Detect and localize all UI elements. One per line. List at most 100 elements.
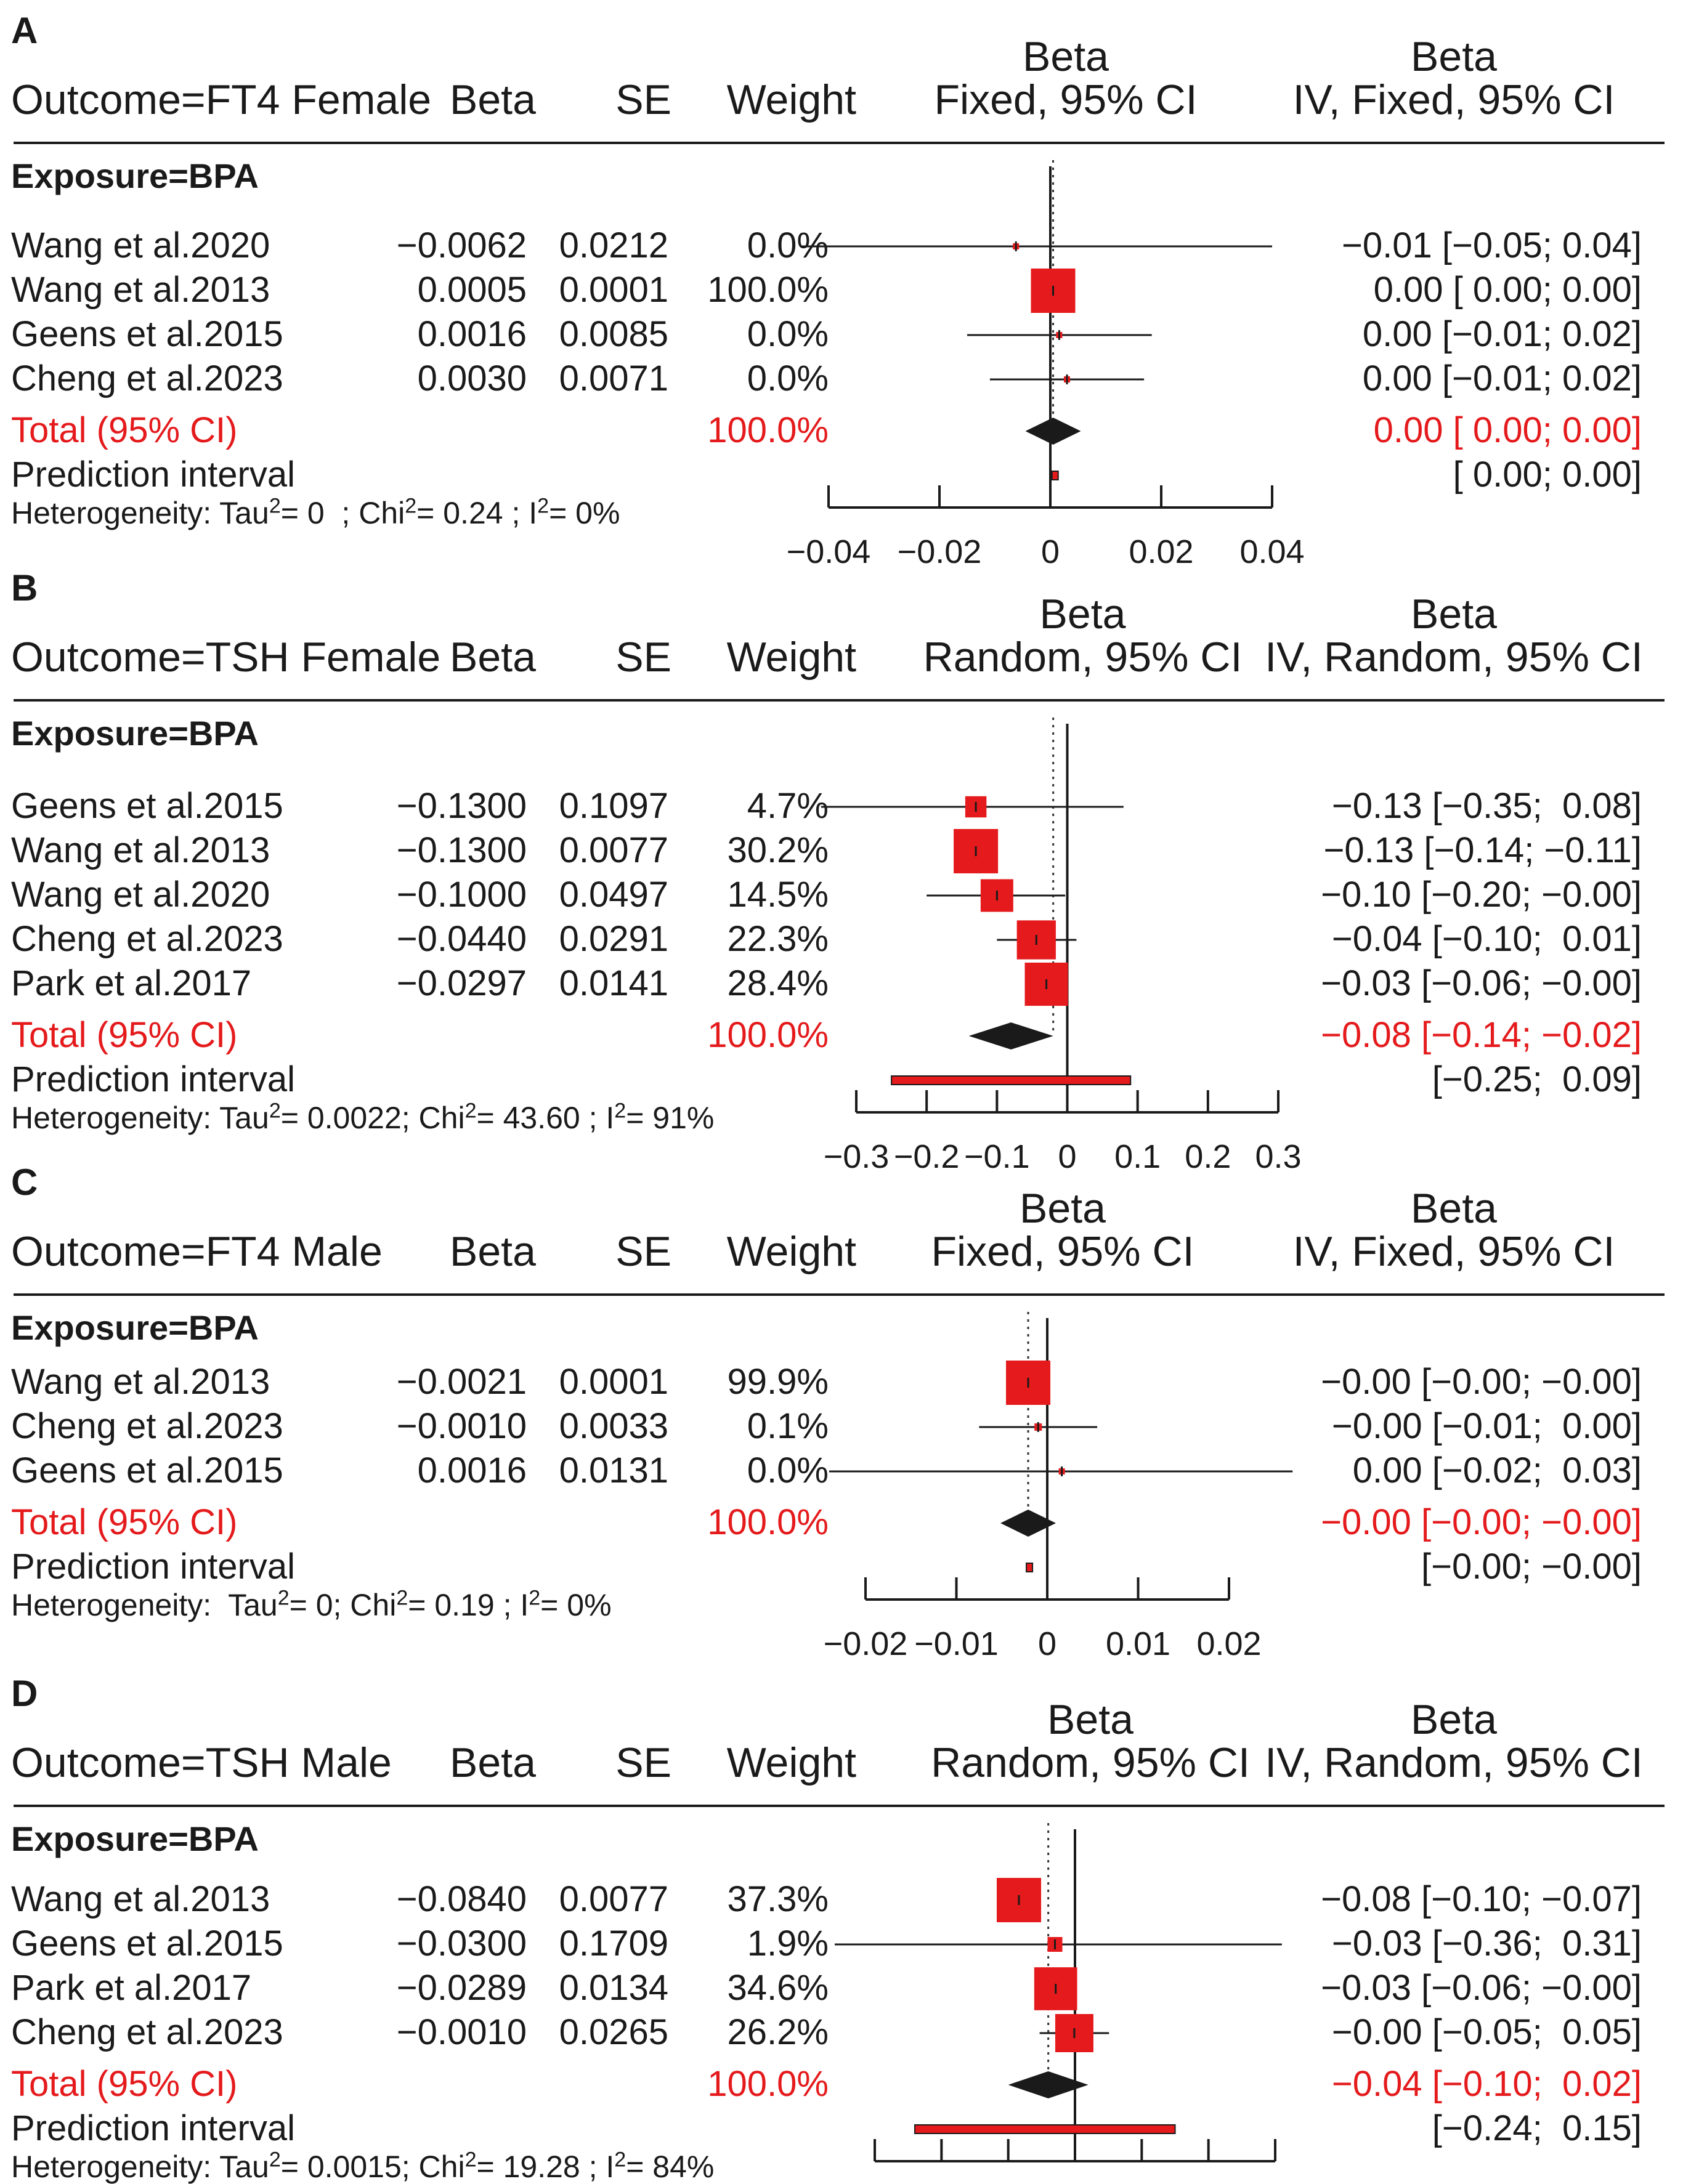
ci-column-header: Random, 95% CI <box>931 1739 1250 1786</box>
se-column-header: SE <box>615 76 671 123</box>
study-ci-text: −0.13 [−0.35; 0.08] <box>1331 786 1642 826</box>
total-ci-text: −0.08 [−0.14; −0.02] <box>1321 1015 1642 1055</box>
x-tick-label: −0.1 <box>964 1138 1030 1175</box>
prediction-label: Prediction interval <box>11 455 295 495</box>
header-rule <box>14 1293 1665 1296</box>
study-weight: 4.7% <box>747 786 829 826</box>
forest-panel-a: A Outcome=FT4 Female Beta SE Weight Beta Fixed… <box>0 0 1683 570</box>
ci-column-header: Fixed, 95% CI <box>934 76 1198 123</box>
superscript-two: 2 <box>269 494 281 518</box>
x-tick-label: −0.02 <box>898 533 982 570</box>
study-beta: −0.0440 <box>396 919 527 959</box>
study-beta: −0.1300 <box>396 786 527 826</box>
x-tick-label: 0 <box>1038 1625 1056 1662</box>
se-column-header: SE <box>615 1739 671 1786</box>
study-ci-text: −0.10 [−0.20; −0.00] <box>1321 875 1642 915</box>
study-beta: −0.0300 <box>396 1923 527 1964</box>
weight-column-header: Weight <box>726 76 856 123</box>
outcome-title: Outcome=TSH Female <box>11 634 441 681</box>
study-weight: 0.0% <box>747 358 829 398</box>
study-se: 0.0071 <box>559 358 668 398</box>
heterogeneity-chi: = 0.19 ; I <box>408 1588 529 1622</box>
x-tick-label: −0.04 <box>787 533 871 570</box>
study-se: 0.0265 <box>559 2012 668 2052</box>
study-ci-text: −0.01 [−0.05; 0.04] <box>1342 225 1642 265</box>
study-ci-text: 0.00 [−0.01; 0.02] <box>1362 314 1642 354</box>
study-ci-text: −0.04 [−0.10; 0.01] <box>1331 919 1642 959</box>
x-tick-label: −0.02 <box>824 1625 908 1662</box>
total-label: Total (95% CI) <box>11 1015 238 1055</box>
study-beta: −0.0010 <box>396 2012 527 2052</box>
beta-column-header: Beta <box>450 1739 536 1786</box>
heterogeneity-i2: = 91% <box>626 1101 715 1135</box>
panel-letter: C <box>11 1162 38 1203</box>
panel-letter: B <box>11 567 38 609</box>
forest-plot-svg: −0.04 −0.02 0 0.02 0.04 <box>787 160 1305 570</box>
study-weight: 14.5% <box>727 875 829 915</box>
study-ci-text: −0.13 [−0.14; −0.11] <box>1323 830 1642 870</box>
prediction-ci-text: [ 0.00; 0.00] <box>1453 455 1642 495</box>
study-beta: −0.1000 <box>396 875 527 915</box>
study-weight: 1.9% <box>747 1923 829 1964</box>
heterogeneity-i2: = 0% <box>540 1588 612 1622</box>
heterogeneity-text: Heterogeneity: Tau2= 0 ; Chi2= 0.24 ; I2… <box>11 495 620 530</box>
superscript-two: 2 <box>537 494 550 518</box>
study-beta: 0.0030 <box>417 358 527 398</box>
total-diamond <box>1000 1510 1056 1537</box>
iv-column-header: IV, Random, 95% CI <box>1265 634 1643 681</box>
study-beta: −0.1300 <box>396 830 527 870</box>
study-weight: 99.9% <box>727 1362 829 1402</box>
study-se: 0.0131 <box>559 1450 668 1490</box>
x-tick-label: 0 <box>1041 533 1060 570</box>
x-tick-label: 0.1 <box>1114 1138 1161 1175</box>
total-weight: 100.0% <box>707 410 829 450</box>
x-tick-label: −0.3 <box>824 1138 890 1175</box>
forest-plot-svg: −0.02 −0.01 0 0.01 0.02 <box>824 1312 1293 1662</box>
x-tick-label: 0.04 <box>1239 533 1304 570</box>
study-ci-text: −0.00 [−0.05; 0.05] <box>1331 2012 1642 2052</box>
total-diamond <box>968 1022 1053 1050</box>
study-se: 0.1709 <box>559 1923 668 1964</box>
total-label: Total (95% CI) <box>11 2064 238 2104</box>
heterogeneity-prefix: Heterogeneity: Tau <box>11 1101 269 1135</box>
prediction-label: Prediction interval <box>11 2108 295 2148</box>
study-ci-text: 0.00 [ 0.00; 0.00] <box>1373 270 1642 310</box>
superscript-two: 2 <box>464 2148 477 2172</box>
study-name: Park et al.2017 <box>11 1968 252 2008</box>
outcome-title: Outcome=FT4 Female <box>11 76 432 123</box>
outcome-title: Outcome=TSH Male <box>11 1739 392 1786</box>
study-se: 0.0077 <box>559 1879 668 1919</box>
header-rule <box>14 142 1665 144</box>
total-ci-text: 0.00 [ 0.00; 0.00] <box>1373 410 1642 450</box>
beta-column-header: Beta <box>450 1228 536 1275</box>
study-weight: 30.2% <box>727 830 829 870</box>
prediction-interval-bar <box>1026 1563 1034 1572</box>
study-se: 0.0497 <box>559 875 668 915</box>
superscript-two: 2 <box>529 1586 541 1610</box>
study-weight: 0.1% <box>747 1406 829 1446</box>
study-name: Cheng et al.2023 <box>11 1406 283 1446</box>
x-tick-label: −0.2 <box>894 1138 960 1175</box>
study-weight: 100.0% <box>707 270 829 310</box>
weight-column-header: Weight <box>726 1739 856 1786</box>
study-weight: 0.0% <box>747 1450 829 1490</box>
ci-column-header-top: Beta <box>1020 1185 1106 1232</box>
x-tick-label: 0.02 <box>1129 533 1193 570</box>
study-name: Cheng et al.2023 <box>11 2012 283 2052</box>
heterogeneity-i2: = 0% <box>549 496 620 530</box>
study-name: Geens et al.2015 <box>11 1450 283 1490</box>
study-se: 0.0001 <box>559 1362 668 1402</box>
study-ci-text: −0.03 [−0.06; −0.00] <box>1321 963 1642 1003</box>
prediction-ci-text: [−0.00; −0.00] <box>1421 1547 1642 1587</box>
exposure-label: Exposure=BPA <box>11 714 259 753</box>
study-weight: 34.6% <box>727 1968 829 2008</box>
header-rule <box>14 1805 1665 1807</box>
iv-column-header: IV, Fixed, 95% CI <box>1292 1228 1615 1275</box>
heterogeneity-prefix: Heterogeneity: Tau <box>11 496 269 530</box>
panel-letter: A <box>11 10 38 51</box>
superscript-two: 2 <box>614 2148 627 2172</box>
x-tick-label: 0 <box>1058 1138 1076 1175</box>
prediction-ci-text: [−0.25; 0.09] <box>1432 1059 1642 1099</box>
study-ci-text: 0.00 [−0.02; 0.03] <box>1352 1450 1642 1490</box>
study-name: Geens et al.2015 <box>11 314 283 354</box>
